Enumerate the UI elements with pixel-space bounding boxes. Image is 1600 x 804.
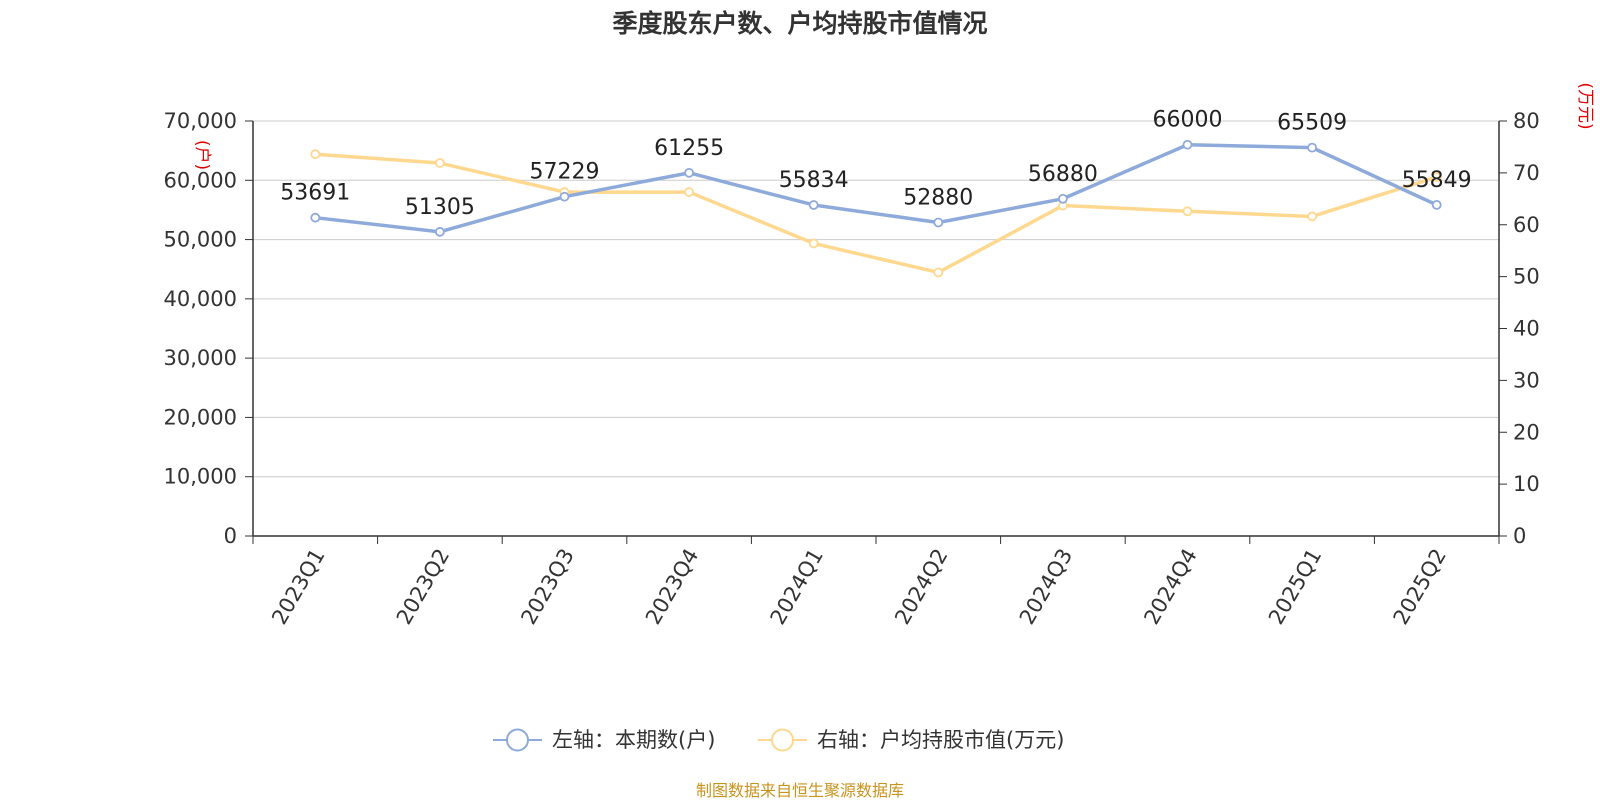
shareholder-count-point — [559, 191, 570, 202]
avg-holding-value-point — [808, 238, 819, 249]
left-axis-tick-label: 20,000 — [164, 405, 237, 429]
right-axis-tick-label: 60 — [1513, 213, 1540, 237]
grid-lines — [253, 120, 1499, 478]
left-axis-unit-label: (户) — [192, 140, 212, 170]
x-axis-category-label: 2024Q1 — [766, 545, 828, 629]
data-label: 57229 — [530, 160, 600, 185]
avg-holding-value-point — [933, 267, 944, 278]
shareholder-count-point — [434, 226, 445, 237]
left-axis-tick-label: 0 — [224, 524, 237, 548]
avg-holding-value-point — [1431, 172, 1442, 182]
data-labels: 53691 51305 57229 61255 55834 52880 56880 66000… — [280, 108, 1471, 220]
axes: 0 10,000 20,000 30,000 40,000 50,000 60,000 70,… — [164, 109, 1540, 629]
left-axis-tick-label: 50,000 — [164, 228, 237, 252]
x-axis-category-label: 2024Q2 — [890, 545, 952, 629]
legend-left-series-label: 左轴：本期数(户) — [552, 728, 715, 752]
left-axis-tick-label: 70,000 — [164, 109, 237, 133]
shareholder-count-point — [933, 217, 944, 228]
right-axis-tick-label: 80 — [1513, 109, 1540, 133]
right-axis-tick-label: 40 — [1513, 317, 1540, 341]
data-label: 65509 — [1277, 111, 1347, 136]
legend-left-series-icon — [506, 728, 529, 752]
right-axis-tick-label: 10 — [1513, 472, 1540, 496]
data-label: 52880 — [903, 185, 973, 210]
shareholder-count-point — [1307, 142, 1317, 153]
left-axis-tick-label: 40,000 — [164, 287, 237, 311]
x-axis-category-label: 2023Q3 — [516, 545, 578, 629]
left-axis-tick-label: 30,000 — [164, 346, 237, 370]
shareholder-count-point — [1058, 193, 1068, 204]
avg-holding-value-point — [1182, 206, 1193, 217]
data-label: 56880 — [1028, 162, 1098, 187]
x-axis-category-label: 2023Q4 — [641, 545, 703, 629]
avg-holding-value-point — [684, 187, 694, 197]
data-label: 61255 — [654, 136, 724, 161]
avg-holding-value-line — [315, 152, 1438, 275]
left-axis-tick-label: 60,000 — [164, 168, 237, 192]
shareholder-count-point — [808, 200, 819, 210]
data-source-note: 制图数据来自恒生聚源数据库 — [696, 781, 904, 800]
right-axis-unit-label: (万元) — [1575, 82, 1595, 129]
right-axis-tick-label: 50 — [1513, 265, 1540, 289]
avg-holding-value-point — [434, 158, 445, 168]
series-lines — [310, 139, 1442, 278]
shareholder-count-point — [684, 167, 694, 178]
legend-right-series-icon — [771, 728, 794, 752]
avg-holding-value-point — [1307, 211, 1317, 222]
right-axis-tick-label: 0 — [1513, 524, 1526, 548]
shareholder-count-point — [1431, 199, 1442, 210]
data-label: 51305 — [405, 195, 475, 220]
right-axis-tick-label: 70 — [1513, 161, 1540, 185]
legend-item-right-series[interactable]: 右轴：户均持股市值(万元) — [758, 728, 1064, 752]
data-label: 66000 — [1153, 108, 1223, 133]
legend-right-series-label: 右轴：户均持股市值(万元) — [817, 728, 1064, 752]
x-axis-category-label: 2023Q1 — [267, 545, 329, 629]
x-axis-category-label: 2024Q3 — [1015, 545, 1077, 629]
legend[interactable]: 左轴：本期数(户) 右轴：户均持股市值(万元) — [493, 728, 1064, 752]
avg-holding-value-point — [310, 149, 321, 160]
data-label: 53691 — [280, 181, 350, 206]
data-label: 55849 — [1402, 168, 1472, 193]
shareholder-count-point — [310, 212, 321, 223]
x-axis-category-label: 2025Q2 — [1389, 545, 1451, 629]
legend-item-left-series[interactable]: 左轴：本期数(户) — [493, 728, 715, 752]
data-label: 55834 — [779, 168, 849, 193]
right-axis-tick-label: 20 — [1513, 420, 1540, 444]
chart-title: 季度股东户数、户均持股市值情况 — [612, 9, 987, 38]
x-axis-category-label: 2023Q2 — [392, 545, 454, 629]
shareholder-count-line — [315, 142, 1438, 234]
right-axis-tick-label: 30 — [1513, 368, 1540, 392]
x-axis-category-label: 2024Q4 — [1139, 545, 1201, 629]
left-axis-tick-label: 10,000 — [164, 465, 237, 489]
x-axis-category-label: 2025Q1 — [1264, 545, 1326, 629]
shareholder-count-point — [1182, 139, 1193, 150]
